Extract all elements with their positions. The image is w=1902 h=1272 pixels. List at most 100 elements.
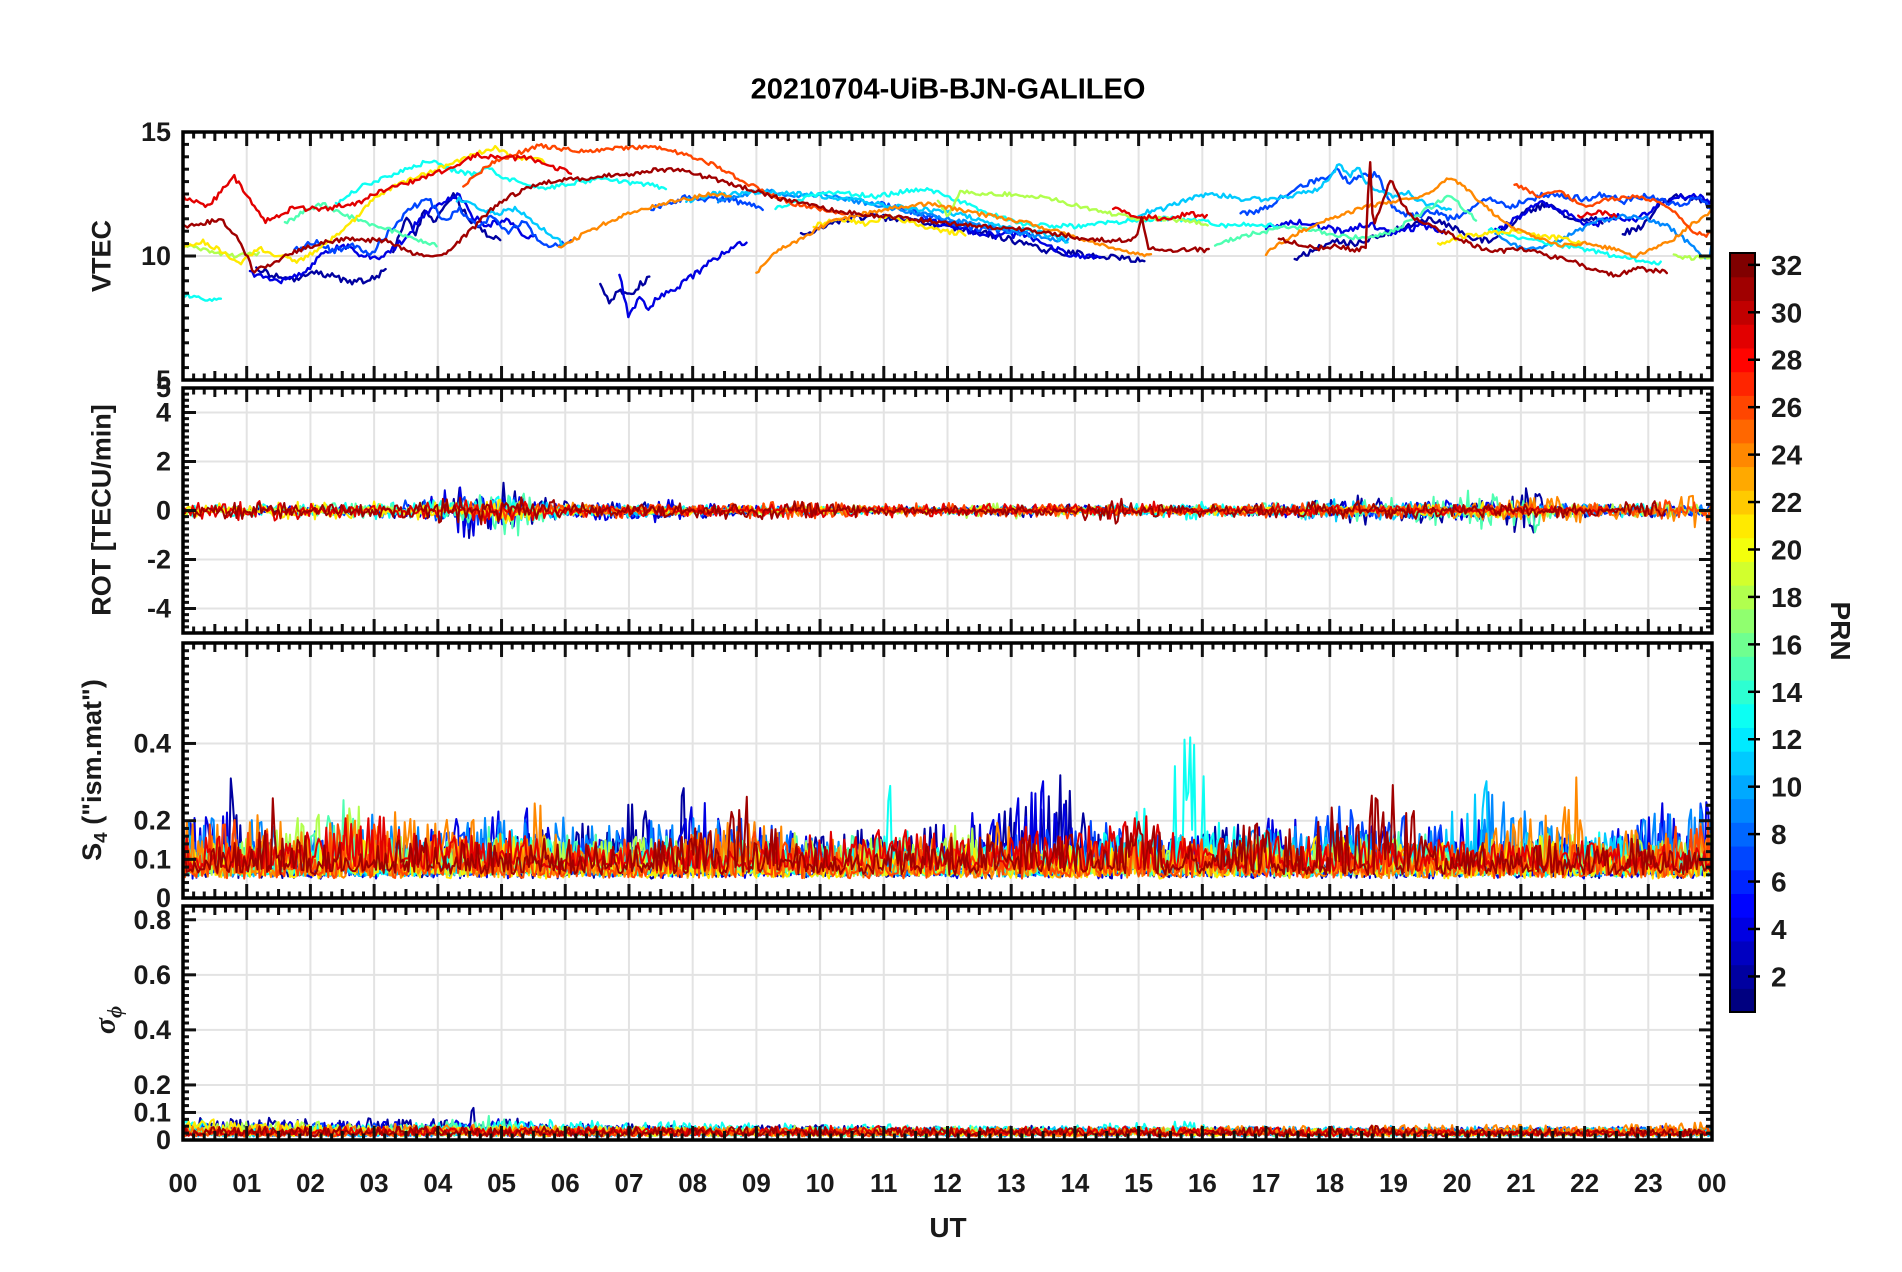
series-prn-21 xyxy=(181,144,546,266)
ytick-label-sigma_phi-0.2: 0.2 xyxy=(133,1070,171,1100)
series-prn-11 xyxy=(455,196,566,247)
xtick-label-9: 09 xyxy=(742,1168,771,1198)
series-prn-26 xyxy=(1513,183,1712,238)
colorbar-tick-label-20: 20 xyxy=(1771,534,1802,565)
xtick-label-14: 14 xyxy=(1060,1168,1089,1198)
ytick-label-s4-0.1: 0.1 xyxy=(133,844,171,874)
ytick-labels-s4: 0 0.1 0.2 0.4 xyxy=(133,728,171,913)
colorbar-tick-label-30: 30 xyxy=(1771,297,1802,328)
frame-s4 xyxy=(181,641,1714,900)
ytick-label-s4-0.4: 0.4 xyxy=(133,728,171,758)
colorbar-band-prn-17 xyxy=(1730,608,1755,634)
series-prn-31 xyxy=(182,496,1668,526)
chart-title: 20210704-UiB-BJN-GALILEO xyxy=(750,73,1146,106)
ytick-label-rot--2: -2 xyxy=(147,545,171,575)
xtick-label-24: 00 xyxy=(1698,1168,1727,1198)
series-prn-26 xyxy=(462,142,846,216)
frame-sigma_phi xyxy=(181,904,1714,1142)
ytick-label-s4-0.2: 0.2 xyxy=(133,806,171,836)
colorbar-tick-label-32: 32 xyxy=(1771,250,1802,281)
series-prn-29 xyxy=(181,151,573,225)
ytick-label-rot-5: 5 xyxy=(156,373,171,403)
ytick-label-rot-2: 2 xyxy=(156,447,171,477)
series-prn-2 xyxy=(255,266,387,286)
series-prn-31 xyxy=(182,784,1713,876)
series-prn-31 xyxy=(1277,161,1668,278)
panel-s4: 0 0.1 0.2 0.4 xyxy=(133,641,1714,913)
colorbar-tick-label-6: 6 xyxy=(1771,867,1787,898)
colorbar-tick-label-26: 26 xyxy=(1771,392,1802,423)
series-prn-2 xyxy=(599,275,651,305)
ytick-labels-sigma_phi: 00.10.2 0.4 0.6 0.8 xyxy=(133,905,171,1155)
xtick-label-19: 19 xyxy=(1379,1168,1408,1198)
colorbar-band-prn-11 xyxy=(1730,751,1755,776)
series-rot xyxy=(182,481,1713,540)
colorbar-band-prn-1 xyxy=(1730,988,1755,1013)
series-prn-24 xyxy=(1264,177,1714,259)
frame-rot xyxy=(181,386,1714,635)
colorbar-tick-label-16: 16 xyxy=(1771,629,1802,660)
series-prn-21 xyxy=(1436,228,1585,246)
xtick-labels: 00 01 02 03 04 05 06 07 08 09 10 11 12 13 14 15 16 17 18 19… xyxy=(169,1168,1727,1198)
ytick-label-sigma_phi-0.8: 0.8 xyxy=(133,905,171,935)
ytick-label-s4-0: 0 xyxy=(156,883,171,913)
x-axis-label: UT xyxy=(929,1212,967,1243)
ytick-label-sigma_phi-0.6: 0.6 xyxy=(133,960,171,990)
colorbar-tick-label-24: 24 xyxy=(1771,440,1803,471)
series-prn-4 xyxy=(1264,218,1446,237)
xtick-label-13: 13 xyxy=(997,1168,1026,1198)
grid-vtec xyxy=(183,132,1712,380)
colorbar-band-prn-27 xyxy=(1730,371,1755,396)
panel-vtec: 5 10 15 xyxy=(141,117,1714,395)
colorbar-tick-label-22: 22 xyxy=(1771,487,1802,518)
xtick-label-8: 08 xyxy=(678,1168,707,1198)
series-prn-15 xyxy=(1213,194,1478,247)
series-prn-29 xyxy=(1111,206,1208,222)
colorbar-band-prn-7 xyxy=(1730,845,1755,871)
series-prn-4 xyxy=(618,240,748,319)
series-s4 xyxy=(182,736,1713,880)
ytick-label-vtec-10: 10 xyxy=(141,241,171,271)
series-prn-2 xyxy=(392,192,502,254)
colorbar-band-prn-23 xyxy=(1730,466,1755,491)
colorbar-band-prn-15 xyxy=(1730,656,1755,681)
panel-rot: 54 2 0 -2 -4 xyxy=(147,373,1714,635)
grid-sigma_phi xyxy=(183,906,1712,1140)
colorbar-tick-label-2: 2 xyxy=(1771,961,1787,992)
ytick-label-vtec-5: 5 xyxy=(156,365,171,395)
ytick-label-vtec-15: 15 xyxy=(141,117,171,147)
xtick-label-22: 22 xyxy=(1570,1168,1599,1198)
series-prn-24 xyxy=(557,191,732,249)
ytick-label-rot-4: 4 xyxy=(156,398,171,428)
xtick-label-4: 04 xyxy=(423,1168,452,1198)
xtick-label-21: 21 xyxy=(1506,1168,1535,1198)
colorbar-tick-label-4: 4 xyxy=(1771,914,1787,945)
xtick-label-7: 07 xyxy=(614,1168,643,1198)
frame-vtec xyxy=(181,130,1714,382)
xtick-label-12: 12 xyxy=(933,1168,962,1198)
xtick-label-10: 10 xyxy=(806,1168,835,1198)
xtick-label-15: 15 xyxy=(1124,1168,1153,1198)
series-prn-7 xyxy=(1239,167,1713,222)
colorbar-tick-label-28: 28 xyxy=(1771,345,1802,376)
series-prn-31 xyxy=(181,167,1210,274)
series-prn-13 xyxy=(1487,227,1662,266)
colorbar-band-prn-9 xyxy=(1730,798,1755,823)
colorbar-band-prn-3 xyxy=(1730,940,1755,966)
ytick-label-sigma_phi-0.1: 0.1 xyxy=(133,1097,171,1127)
xtick-label-11: 11 xyxy=(870,1168,898,1198)
series-prn-13 xyxy=(774,187,1279,230)
colorbar-frame xyxy=(1729,252,1756,1013)
colorbar-band-prn-13 xyxy=(1730,703,1755,728)
series-prn-18 xyxy=(936,189,1209,227)
colorbar-tick-label-10: 10 xyxy=(1771,772,1802,803)
xtick-label-18: 18 xyxy=(1315,1168,1344,1198)
xtick-label-17: 17 xyxy=(1252,1168,1281,1198)
colorbar-tick-label-12: 12 xyxy=(1771,724,1802,755)
series-prn-13 xyxy=(334,159,668,206)
panel-sigma_phi: 00.10.2 0.4 0.6 0.8 xyxy=(133,904,1714,1155)
ytick-label-rot-0: 0 xyxy=(156,496,171,526)
xtick-label-23: 23 xyxy=(1634,1168,1663,1198)
